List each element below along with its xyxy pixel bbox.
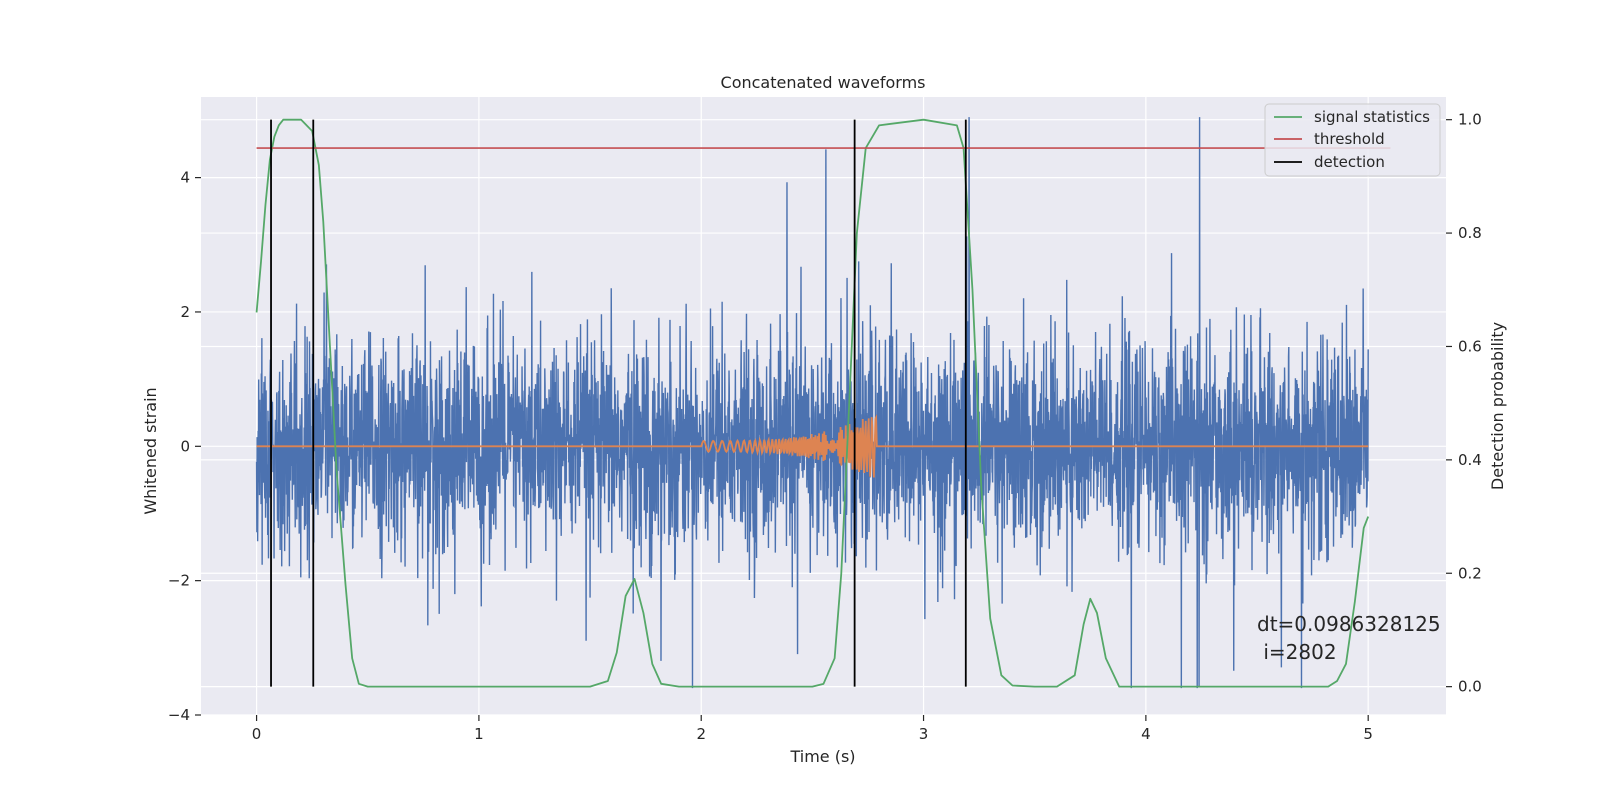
y2-tick-label: 0.8 xyxy=(1458,224,1482,242)
plot-area xyxy=(201,97,1446,716)
y-axis-label: Whitened strain xyxy=(141,387,160,514)
y2-tick-label: 0.6 xyxy=(1458,337,1482,355)
legend-label-statistics: signal statistics xyxy=(1314,108,1430,126)
y-axis-left: −4 −2 0 2 4 xyxy=(168,169,201,724)
legend: signal statistics threshold detection xyxy=(1264,103,1441,177)
series-noise-line xyxy=(255,117,1369,689)
legend-label-threshold: threshold xyxy=(1314,130,1385,148)
x-tick-label: 5 xyxy=(1363,725,1373,743)
annotation-i: i=2802 xyxy=(1257,640,1337,664)
x-tick-label: 0 xyxy=(252,725,262,743)
annotation: dt=0.0986328125 i=2802 xyxy=(1257,612,1441,664)
series-layer xyxy=(255,117,1391,689)
y2-tick-label: 0.4 xyxy=(1458,451,1482,469)
y2-tick-label: 1.0 xyxy=(1458,111,1482,129)
y2-tick-label: 0.2 xyxy=(1458,564,1482,582)
annotation-dt: dt=0.0986328125 xyxy=(1257,612,1441,636)
x-axis: 0 1 2 3 4 5 xyxy=(252,715,1373,743)
chart-title: Concatenated waveforms xyxy=(721,73,926,92)
y2-tick-label: 0.0 xyxy=(1458,678,1482,696)
y-tick-label: 0 xyxy=(180,437,190,455)
legend-label-detection: detection xyxy=(1314,153,1385,171)
legend-box xyxy=(1264,103,1441,177)
series-injection-line xyxy=(256,414,1369,478)
x-tick-label: 4 xyxy=(1141,725,1151,743)
y-tick-label: 4 xyxy=(180,169,190,187)
x-tick-label: 3 xyxy=(919,725,929,743)
y-tick-label: 2 xyxy=(180,303,190,321)
x-axis-label: Time (s) xyxy=(789,747,855,766)
y2-axis-label: Detection probability xyxy=(1488,322,1507,490)
y-tick-label: −4 xyxy=(168,706,190,724)
x-tick-label: 2 xyxy=(696,725,706,743)
y-axis-right: 0.0 0.2 0.4 0.6 0.8 1.0 xyxy=(1446,111,1482,696)
y-tick-label: −2 xyxy=(168,572,190,590)
x-tick-label: 1 xyxy=(474,725,484,743)
